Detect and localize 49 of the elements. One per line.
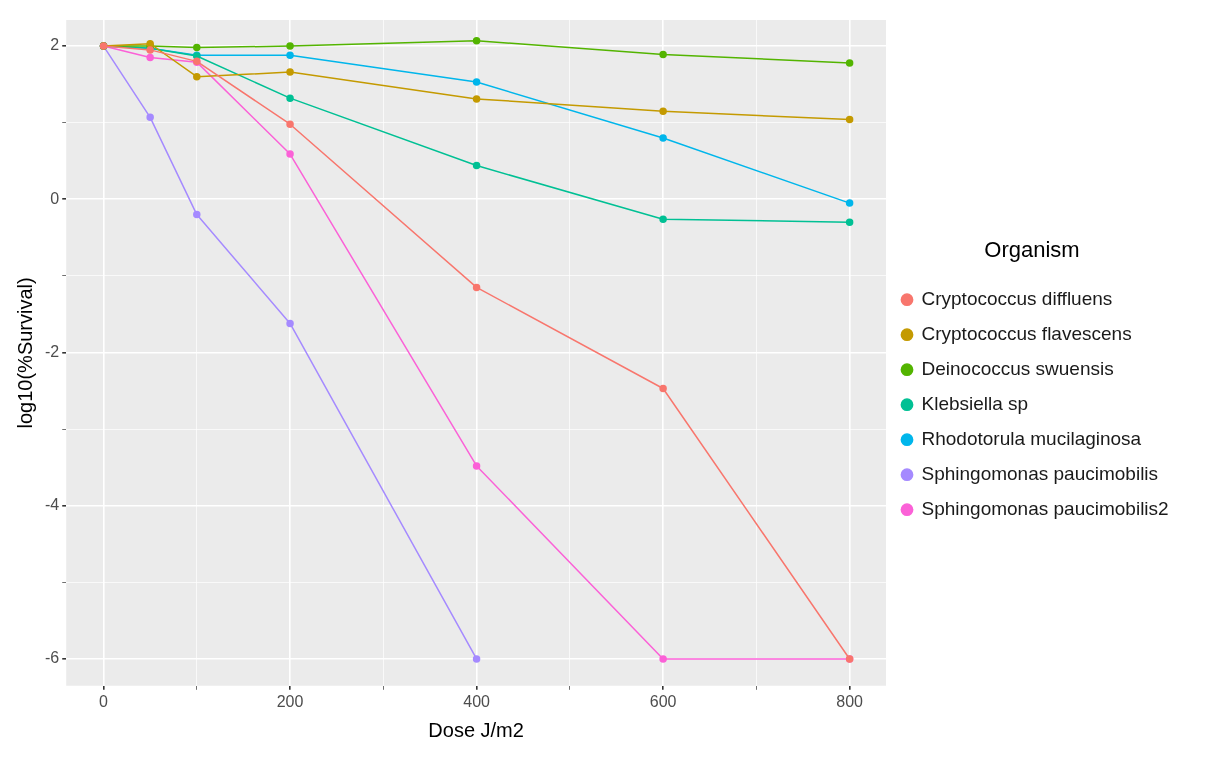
y-tick-label: 0 — [50, 189, 60, 207]
legend-label: Cryptococcus flavescens — [921, 322, 1132, 344]
point — [472, 283, 481, 292]
point — [286, 68, 294, 76]
x-tick-label: 800 — [836, 692, 864, 710]
point — [659, 50, 667, 59]
x-tick-label: 600 — [649, 692, 677, 710]
point — [659, 215, 667, 223]
point — [472, 36, 481, 45]
legend-label: Cryptococcus diffluens — [921, 287, 1113, 309]
point — [286, 51, 294, 59]
point — [146, 113, 154, 122]
legend-title: Organism — [984, 236, 1080, 262]
y-tick-label: -2 — [44, 342, 60, 360]
legend-label: Sphingomonas paucimobilis2 — [921, 497, 1169, 519]
point — [472, 78, 481, 86]
point — [286, 150, 294, 158]
point — [845, 199, 854, 207]
point — [472, 655, 481, 663]
point — [146, 53, 154, 62]
point — [286, 120, 294, 128]
point — [659, 655, 667, 663]
legend-label: Rhodotorula mucilaginosa — [921, 427, 1142, 449]
x-tick-label: 0 — [99, 692, 109, 710]
point — [472, 462, 481, 470]
point — [845, 218, 854, 227]
y-tick-label: -4 — [44, 496, 60, 514]
point — [659, 134, 667, 142]
point — [193, 72, 201, 81]
point — [286, 42, 294, 50]
point — [472, 161, 481, 170]
x-tick-label: 200 — [276, 692, 304, 710]
point — [472, 95, 481, 103]
point — [845, 115, 854, 124]
y-tick-label: 2 — [50, 36, 60, 54]
point — [845, 59, 854, 67]
point — [286, 319, 294, 328]
point — [193, 43, 201, 52]
y-tick-label: -6 — [44, 649, 60, 667]
x-axis-title: Dose J/m2 — [428, 718, 524, 741]
point — [286, 94, 294, 102]
legend-label: Klebsiella sp — [921, 392, 1029, 414]
point — [659, 107, 667, 115]
point — [659, 384, 667, 393]
legend-label: Sphingomonas paucimobilis — [921, 462, 1159, 484]
y-axis-title: log10(%Survival) — [13, 277, 36, 429]
x-tick-label: 400 — [463, 692, 491, 710]
legend-label: Deinococcus swuensis — [921, 357, 1114, 379]
point — [193, 210, 201, 219]
